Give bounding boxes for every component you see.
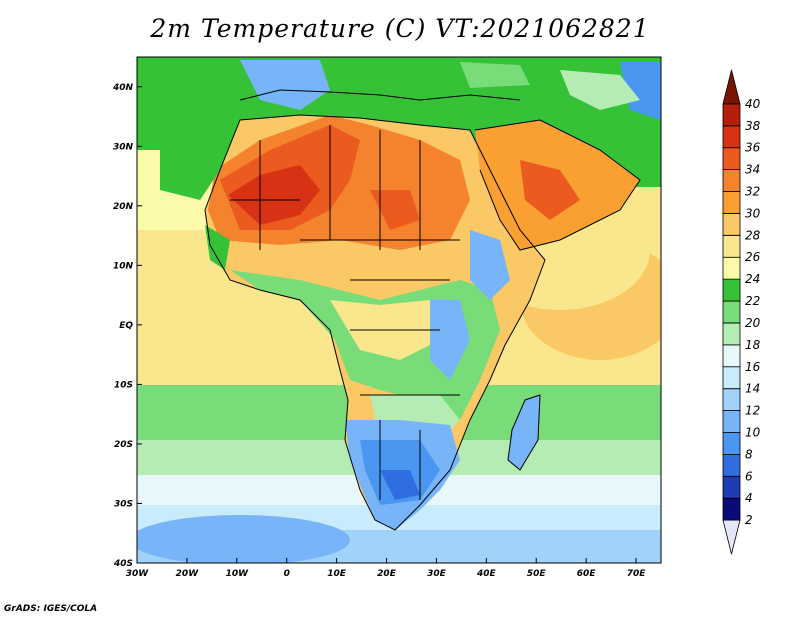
colorbar-label: 26 — [745, 250, 761, 264]
lat-tick-label: 40N — [112, 83, 134, 93]
colorbar-label: 40 — [745, 97, 761, 111]
lat-tick-label: EQ — [119, 321, 133, 331]
lon-tick-label: 40E — [476, 569, 497, 579]
colorbar-label: 22 — [745, 294, 760, 308]
colorbar-segment — [722, 322, 741, 346]
colorbar-segment — [722, 191, 741, 214]
lat-tick-label: 30S — [114, 499, 133, 509]
colorbar-label: 34 — [745, 163, 760, 177]
map-field — [137, 57, 661, 563]
colorbar-segment — [722, 453, 741, 477]
lon-tick-label: 0 — [284, 569, 290, 579]
colorbar-segment — [722, 125, 741, 149]
colorbar-segment — [722, 69, 741, 105]
colorbar-label: 24 — [745, 272, 760, 286]
colorbar-segment — [722, 388, 741, 411]
lat-tick-label: 30N — [113, 142, 134, 152]
colorbar-segment — [722, 234, 741, 258]
plot-frame — [136, 56, 662, 564]
lat-tick-label: 10N — [113, 261, 134, 271]
colorbar-segment — [722, 344, 741, 368]
colorbar-segment — [722, 103, 741, 127]
lon-tick-label: 50E — [527, 569, 547, 579]
lat-tick-label: 40S — [113, 559, 133, 569]
colorbar-segment — [722, 256, 741, 280]
colorbar-segment — [722, 147, 741, 171]
lat-tick-label: 20S — [114, 440, 133, 450]
colorbar-label: 30 — [745, 206, 761, 220]
axis-ticks: 30W 20W 10W 0 10E 20E 30E 40E 50E 60E 70E 40N 30N 20N… — [112, 83, 646, 579]
colorbar-label: 18 — [745, 338, 761, 352]
lon-tick-label: 70E — [627, 569, 647, 579]
colorbar-label: 38 — [745, 119, 761, 133]
colorbar-segment — [722, 432, 741, 455]
colorbar-label: 6 — [745, 469, 753, 483]
colorbar-segment — [722, 278, 741, 302]
colorbar-segment — [722, 366, 741, 390]
colorbar-segment — [722, 475, 741, 499]
colorbar-label: 2 — [745, 513, 753, 527]
colorbar-segment — [722, 410, 741, 433]
colorbar-label: 8 — [745, 447, 753, 461]
colorbar-segment — [722, 169, 741, 192]
colorbar-label: 14 — [745, 382, 760, 396]
colorbar-label: 4 — [745, 491, 753, 505]
colorbar-label: 10 — [745, 425, 761, 439]
coastlines — [204, 89, 641, 531]
colorbar-label: 36 — [745, 141, 761, 155]
lon-tick-label: 60E — [577, 569, 597, 579]
lon-tick-label: 30W — [126, 569, 150, 579]
lon-tick-label: 20E — [377, 569, 397, 579]
colorbar-label: 20 — [745, 316, 761, 330]
lon-tick-label: 30E — [427, 569, 447, 579]
lat-tick-label: 20N — [113, 202, 134, 212]
colorbar-segment — [722, 519, 741, 555]
colorbar-label: 28 — [745, 228, 761, 242]
colorbar-label: 12 — [745, 404, 760, 418]
lon-tick-label: 10W — [226, 569, 250, 579]
colorbar-segment — [722, 213, 741, 236]
credit-label: GrADS: IGES/COLA — [4, 604, 98, 614]
lon-tick-label: 20W — [176, 569, 200, 579]
colorbar-segment — [722, 300, 741, 324]
lat-tick-label: 10S — [114, 380, 133, 390]
lon-tick-label: 10E — [327, 569, 347, 579]
colorbar-label: 16 — [745, 360, 761, 374]
colorbar-label: 32 — [745, 185, 760, 199]
colorbar-segment — [722, 497, 741, 521]
map-title: 2m Temperature (C) VT:2021062821 — [150, 14, 650, 43]
